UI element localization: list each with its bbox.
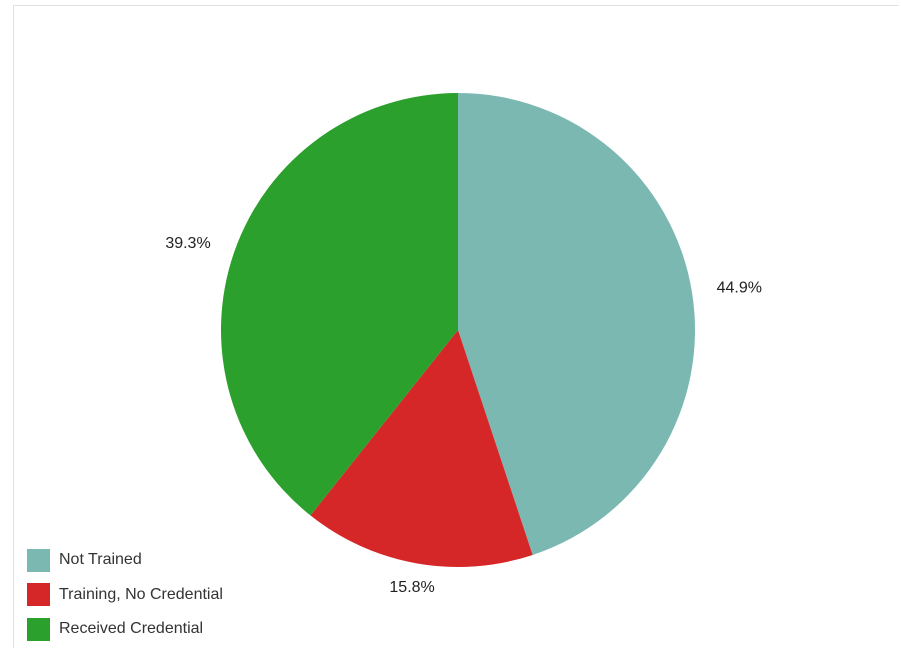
legend-item-not-trained[interactable]: Not Trained: [27, 543, 223, 578]
pie-slice-received-credential[interactable]: [220, 93, 458, 516]
pie-slice-training-no-credential[interactable]: [310, 330, 533, 568]
pie-label-received-credential: 39.3%: [165, 235, 210, 252]
legend-label: Not Trained: [59, 551, 142, 569]
legend-label: Training, No Credential: [59, 585, 223, 603]
legend-item-received-credential[interactable]: Received Credential: [27, 612, 223, 647]
legend-swatch: [27, 583, 50, 607]
legend-swatch: [27, 548, 50, 572]
pie-slice-not-trained[interactable]: [458, 93, 696, 555]
legend-swatch: [27, 617, 50, 641]
legend-label: Received Credential: [59, 620, 204, 638]
pie-label-training-no-credential: 15.8%: [389, 579, 434, 596]
legend: Not Trained Training, No Credential Rece…: [27, 543, 223, 647]
pie-label-not-trained: 44.9%: [717, 279, 762, 296]
legend-item-training-no-credential[interactable]: Training, No Credential: [27, 578, 223, 613]
